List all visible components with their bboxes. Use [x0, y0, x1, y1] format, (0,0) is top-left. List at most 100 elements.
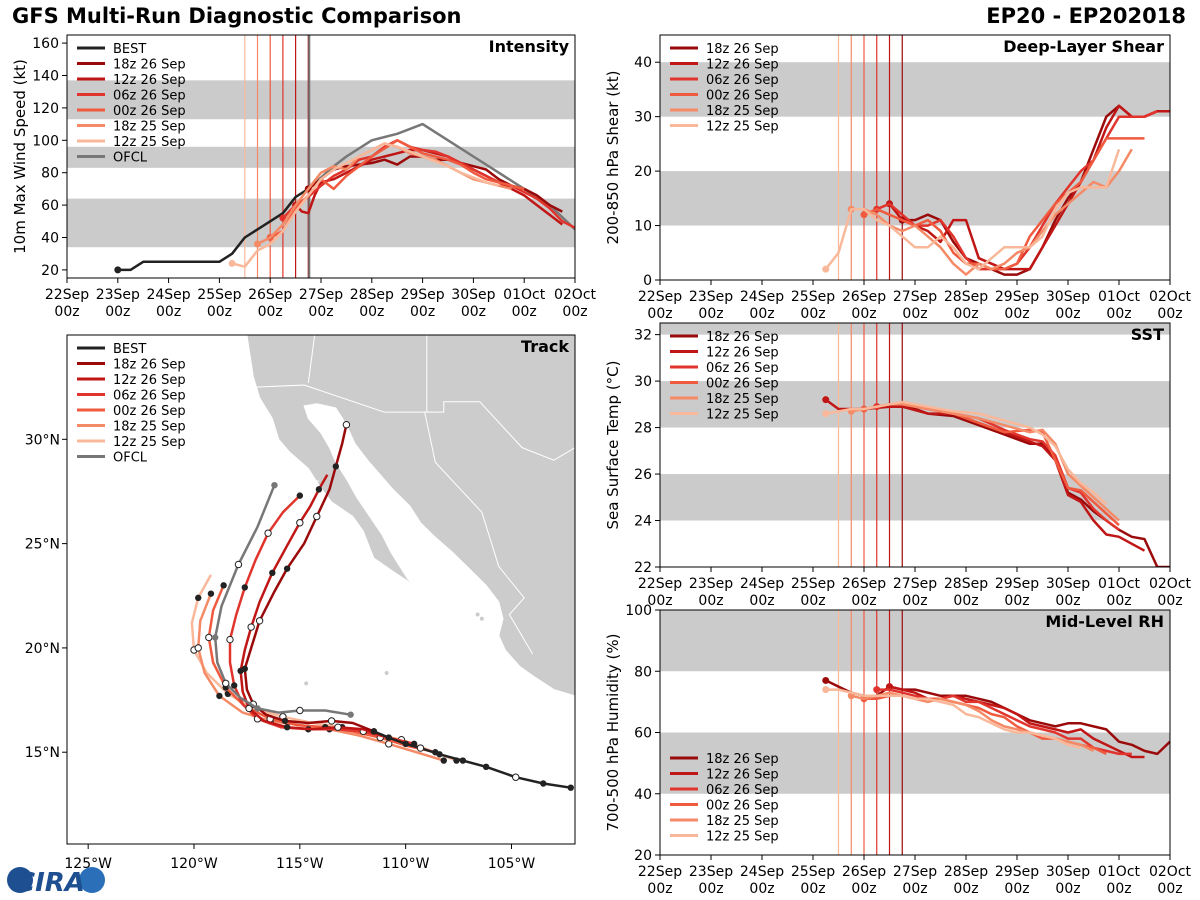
rh-xtick-label: 26Sep	[842, 864, 886, 880]
intensity-xtick-label: 00z	[562, 304, 587, 320]
track-xtick-label: 115°W	[276, 856, 324, 872]
track-legend-label: OFCL	[113, 451, 148, 466]
sst-xtick-label: 24Sep	[740, 576, 784, 592]
rh-xtick-label: 23Sep	[689, 864, 733, 880]
sst-xtick-label: 01Oct	[1098, 576, 1141, 592]
track-point-marker	[459, 757, 467, 764]
track-xtick-label: 110°W	[382, 856, 430, 872]
shear-ytick-label: 10	[634, 219, 652, 235]
track-point-marker	[269, 569, 276, 577]
intensity-ylabel: 10m Max Wind Speed (kt)	[11, 59, 29, 254]
intensity-xtick-label: 01Oct	[503, 287, 546, 303]
intensity-ytick-label: 60	[41, 198, 59, 214]
rh-title: Mid-Level RH	[1045, 612, 1164, 631]
track-legend-label: 12z 26 Sep	[113, 373, 186, 388]
sst-xtick-label: 30Sep	[1046, 576, 1090, 592]
track-ytick-label: 30°N	[25, 432, 60, 448]
track-point-marker	[234, 560, 243, 569]
sst-xtick-label: 00z	[851, 593, 876, 609]
track-point-marker	[334, 723, 342, 731]
intensity-ytick-label: 160	[32, 36, 59, 52]
shear-xtick-label: 01Oct	[1098, 289, 1141, 305]
track-point-marker	[281, 717, 289, 725]
intensity-xtick-label: 00z	[461, 304, 486, 320]
sst-plot-area	[660, 323, 1170, 567]
shear-xtick-label: 24Sep	[740, 289, 784, 305]
track-xtick-label: 120°W	[170, 856, 218, 872]
sst-band	[660, 323, 1170, 335]
shear-legend-label: 18z 26 Sep	[706, 42, 779, 57]
shear-xtick-label: 00z	[1106, 306, 1131, 322]
rh-xtick-label: 00z	[1055, 881, 1080, 897]
rh-ytick-label: 80	[634, 664, 652, 680]
track-line	[373, 730, 571, 789]
rh-xtick-label: 00z	[800, 881, 825, 897]
track-point-marker	[205, 633, 213, 642]
shear-series-start-dot	[822, 265, 830, 273]
intensity-ytick-label: 120	[32, 101, 59, 117]
shear-xtick-label: 00z	[800, 306, 825, 322]
shear-legend-label: 06z 26 Sep	[706, 73, 779, 88]
intensity-xtick-label: 29Sep	[400, 287, 444, 303]
intensity-band	[67, 198, 575, 248]
sst-xtick-label: 00z	[1055, 593, 1080, 609]
track-point-marker	[347, 711, 354, 718]
track-point-marker	[327, 717, 336, 725]
shear-series-line	[851, 148, 1133, 276]
sst-ylabel: Sea Surface Temp (°C)	[604, 360, 622, 529]
sst-series-line	[825, 400, 1108, 506]
sst-xtick-label: 00z	[749, 593, 774, 609]
track-legend-label: 00z 26 Sep	[113, 404, 186, 419]
track-xtick-label: 125°W	[64, 856, 112, 872]
sst-xtick-label: 27Sep	[893, 576, 937, 592]
intensity-xtick-label: 00z	[512, 304, 537, 320]
rh-xtick-label: 00z	[851, 881, 876, 897]
shear-xtick-label: 27Sep	[893, 289, 937, 305]
track-point-marker	[436, 751, 443, 758]
track-point-marker	[296, 492, 304, 499]
shear-plot-area	[660, 35, 1170, 280]
track-point-marker	[255, 617, 264, 625]
intensity-legend-label: 12z 26 Sep	[113, 73, 186, 88]
sst-series-start-dot	[822, 410, 830, 418]
track-point-marker	[283, 723, 291, 731]
intensity-xtick-label: 00z	[105, 304, 130, 320]
intensity-series-start-dot	[228, 259, 236, 267]
track-point-marker	[231, 682, 238, 689]
rh-xtick-label: 00z	[1106, 881, 1131, 897]
intensity-legend-label: 00z 26 Sep	[113, 104, 186, 119]
shear-series-line	[863, 137, 1145, 271]
track-legend-bg	[71, 339, 201, 465]
sst-xtick-label: 26Sep	[842, 576, 886, 592]
rh-xtick-label: 30Sep	[1046, 864, 1090, 880]
rh-legend-label: 06z 26 Sep	[706, 783, 779, 798]
track-ytick-label: 20°N	[25, 641, 60, 657]
rh-series-start-dot	[886, 683, 893, 691]
shear-xtick-label: 00z	[1004, 306, 1029, 322]
intensity-legend-label: 18z 25 Sep	[113, 120, 186, 135]
shear-ytick-label: 30	[634, 110, 652, 126]
intensity-band	[67, 146, 575, 168]
intensity-series-line	[231, 142, 500, 268]
track-ytick-label: 15°N	[25, 745, 60, 761]
island	[475, 612, 480, 617]
sst-xtick-label: 02Oct	[1149, 576, 1192, 592]
intensity-series-line	[282, 139, 575, 229]
track-point-marker	[283, 565, 291, 572]
track-point-marker	[370, 728, 378, 735]
rh-legend-label: 12z 26 Sep	[706, 768, 779, 783]
rh-legend-label: 00z 26 Sep	[706, 799, 779, 814]
shear-xtick-label: 00z	[698, 306, 723, 322]
shear-xtick-label: 00z	[953, 306, 978, 322]
rh-series-line	[825, 688, 1082, 750]
intensity-xtick-label: 27Sep	[299, 287, 343, 303]
track-point-marker	[315, 486, 323, 493]
shear-ytick-label: 40	[634, 55, 652, 71]
sst-legend-label: 12z 25 Sep	[706, 408, 779, 423]
intensity-series-start-dot	[254, 240, 261, 248]
intensity-xtick-label: 00z	[258, 304, 283, 320]
